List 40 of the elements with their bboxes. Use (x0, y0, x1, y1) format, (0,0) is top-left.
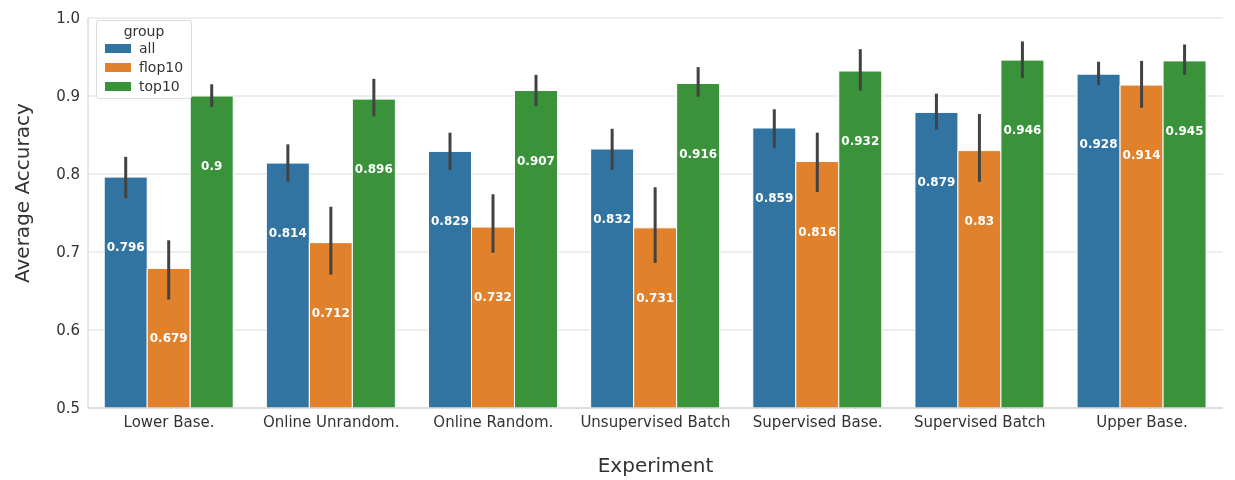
data-label: 0.879 (917, 175, 956, 190)
x-tick-label: Supervised Batch (914, 412, 1046, 431)
y-tick-label: 1.0 (56, 9, 80, 28)
x-tick-label: Supervised Base. (752, 412, 883, 431)
data-label: 0.83 (964, 213, 995, 228)
data-label: 0.907 (517, 153, 555, 168)
data-label: 0.928 (1079, 137, 1118, 152)
data-label: 0.896 (354, 162, 393, 177)
y-tick-label: 0.8 (56, 165, 80, 184)
data-label: 0.814 (268, 226, 307, 241)
x-tick-label: Lower Base. (123, 412, 215, 431)
data-label: 0.832 (593, 212, 632, 227)
data-label: 0.9 (201, 159, 223, 173)
data-label: 0.829 (431, 214, 469, 229)
data-label: 0.816 (798, 224, 837, 239)
y-tick-label: 0.6 (56, 321, 80, 340)
data-label: 0.679 (149, 331, 188, 346)
legend-label: top10 (139, 77, 180, 96)
data-label: 0.712 (311, 305, 350, 320)
y-tick-label: 0.5 (56, 399, 80, 418)
legend-label: flop10 (139, 58, 184, 77)
y-tick-label: 0.9 (56, 87, 80, 106)
x-tick-label: Online Unrandom. (262, 412, 400, 431)
x-tick-label: Upper Base. (1096, 412, 1188, 431)
x-axis-title: Experiment (597, 453, 714, 477)
data-label: 0.796 (106, 240, 145, 255)
data-label: 0.914 (1122, 148, 1161, 163)
x-tick-label: Online Random. (433, 412, 554, 431)
data-label: 0.932 (841, 134, 880, 149)
data-label: 0.731 (636, 290, 675, 305)
data-label: 0.945 (1165, 123, 1204, 138)
y-axis-title: Average Accuracy (10, 103, 35, 283)
data-label: 0.946 (1003, 123, 1042, 138)
x-tick-label: Unsupervised Batch (580, 412, 731, 431)
legend-title: group (122, 23, 166, 39)
y-tick-label: 0.7 (56, 243, 80, 262)
data-label: 0.859 (755, 190, 794, 205)
legend-label: all (139, 39, 156, 58)
data-label: 0.916 (679, 146, 718, 161)
data-label: 0.732 (474, 290, 512, 305)
